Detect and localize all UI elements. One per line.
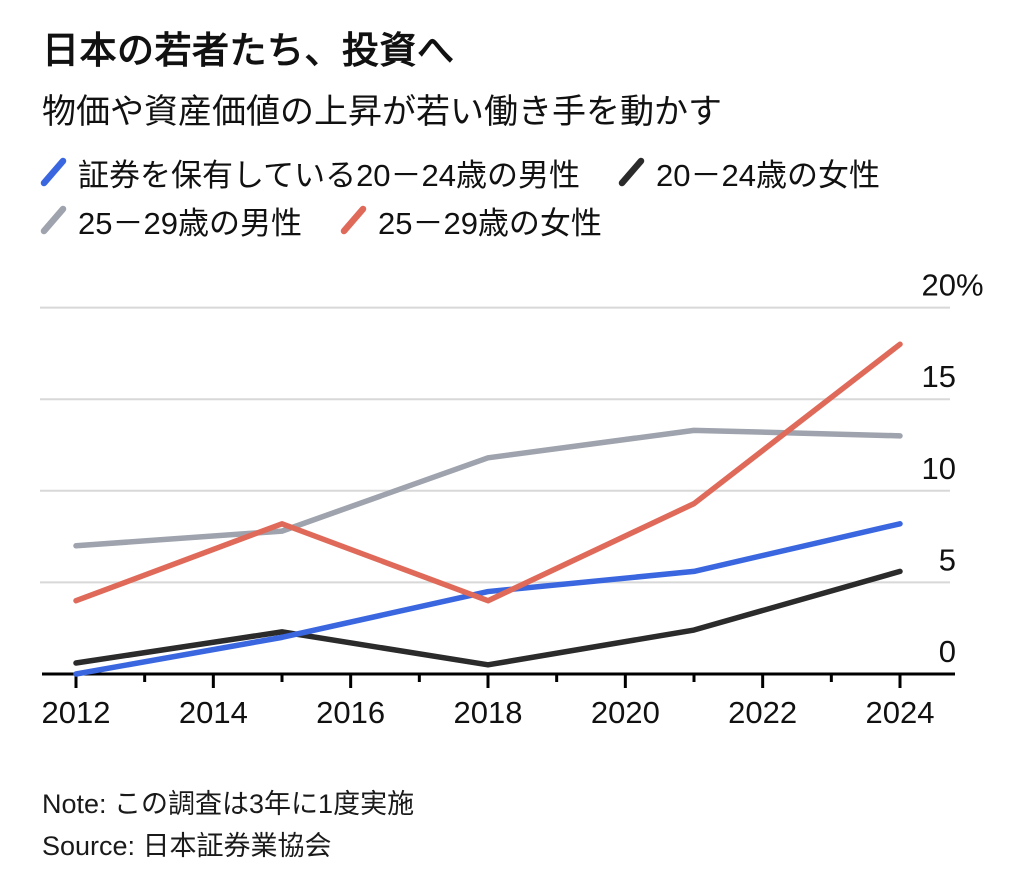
page-subtitle: 物価や資産価値の上昇が若い働き手を動かす: [42, 93, 722, 131]
legend-slash-icon: [340, 205, 367, 235]
y-axis-unit-label: %: [956, 268, 984, 303]
y-axis-label: 5: [939, 542, 956, 577]
legend-slash-icon: [40, 157, 67, 187]
y-axis-label: 0: [939, 634, 956, 669]
series-line: [73, 341, 903, 604]
source-text: Source: 日本証券業協会: [42, 831, 332, 861]
note-text: Note: この調査は3年に1度実施: [42, 789, 415, 819]
legend-item: 証券を保有している20－24歳の男性: [40, 150, 580, 195]
legend-item: 20－24歳の女性: [618, 150, 880, 195]
series-line: [73, 521, 903, 677]
legend-item-label: 25－29歳の男性: [78, 205, 302, 241]
x-axis-label: 2012: [42, 695, 111, 730]
legend-item-label: 25－29歳の女性: [377, 205, 602, 241]
page-title: 日本の若者たち、投資へ: [42, 30, 455, 71]
legend-item: 25－29歳の女性: [340, 198, 602, 243]
legend-row-2: 25－29歳の男性 25－29歳の女性: [40, 198, 880, 242]
x-axis-label: 2024: [866, 695, 935, 730]
x-axis-label: 2020: [591, 695, 660, 730]
legend-item: 25－29歳の男性: [40, 198, 302, 243]
x-axis-label: 2022: [728, 695, 797, 730]
legend-row-1: 証券を保有している20－24歳の男性 20－24歳の女性: [40, 150, 880, 194]
x-axis-label: 2016: [316, 695, 385, 730]
legend-item-label: 20－24歳の女性: [656, 157, 881, 193]
legend-item-label: 証券を保有している20－24歳の男性: [78, 157, 581, 193]
legend-slash-icon: [618, 157, 645, 187]
x-axis-label: 2018: [454, 695, 523, 730]
y-axis-label: 15: [922, 359, 956, 394]
series-line: [73, 568, 903, 668]
y-axis-label: 20: [922, 268, 956, 303]
x-axis-label: 2014: [179, 695, 248, 730]
chart-legend: 証券を保有している20－24歳の男性 20－24歳の女性 25－29歳の男性 25－…: [40, 150, 880, 242]
series-line: [73, 427, 903, 549]
legend-slash-icon: [40, 205, 67, 235]
y-axis-label: 10: [922, 451, 956, 486]
